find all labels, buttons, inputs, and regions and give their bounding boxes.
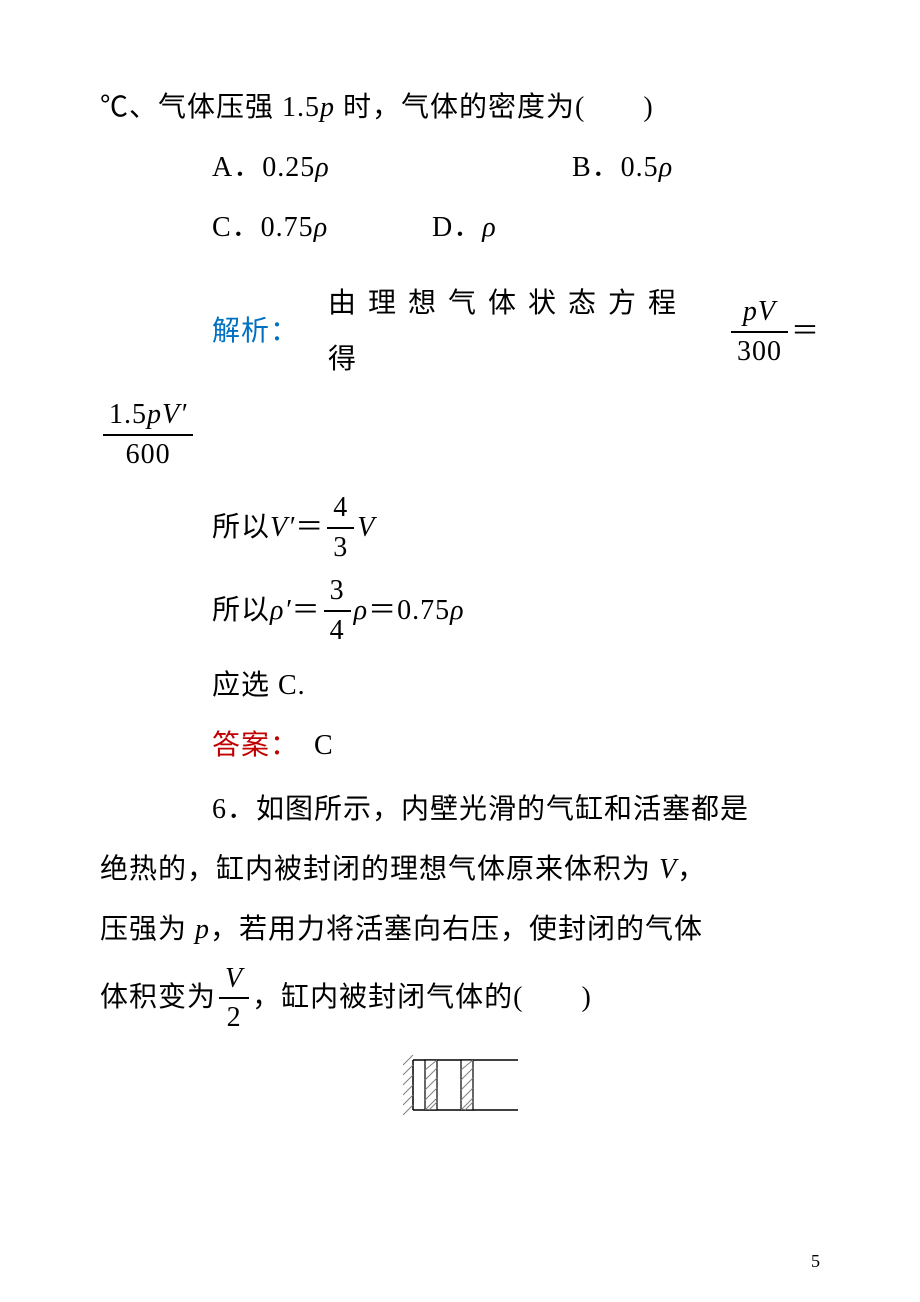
frac2-pre: 1.5 [109,399,147,430]
q5-option-a-sym: ρ [315,152,329,183]
q5-stem-pre: ℃、气体压强 1.5 [100,92,320,123]
frac1-p: p [743,296,758,327]
q5-option-b-sym: ρ [659,152,673,183]
frac-4-3: 4 3 [327,491,354,564]
so2-rho: ρ′ [270,583,292,639]
q5-option-c-sym: ρ [314,212,328,243]
q5-option-b: B．0.5ρ [572,140,673,196]
so2-mid: ＝ [292,583,321,639]
so1-den: 3 [327,529,354,565]
document-content: ℃、气体压强 1.5p 时，气体的密度为( ) A．0.25ρ B．0.5ρ C… [100,80,820,1135]
q6-line2: 绝热的，缸内被封闭的理想气体原来体积为 V， [100,842,820,898]
so2-post: ＝0.75 [368,583,450,639]
frac-pv-300: pV 300 [731,295,788,368]
so1-v2: V [357,500,375,556]
so1-num: 4 [327,491,354,529]
answer-label: 答案： [212,730,285,761]
q6-frac-num: V [225,963,243,994]
analysis-text: 由理想气体状态方程得 [328,276,728,388]
q5-analysis-line: 解析： 由理想气体状态方程得 pV 300 ＝ [100,276,820,388]
q6-line3-pre: 压强为 [100,914,195,945]
q5-answer-line: 答案： C [100,718,820,774]
q5-options-row1: A．0.25ρ B．0.5ρ [100,140,820,196]
so1-pre: 所以 [212,500,270,556]
q5-frac2-line: 1.5pV′ 600 [100,398,820,471]
q6-figure [100,1055,820,1135]
frac-v-2: V 2 [219,962,249,1035]
q5-option-c: C．0.75ρ [212,200,432,256]
so2-pre: 所以 [212,583,270,639]
q6-line2-pre: 绝热的，缸内被封闭的理想气体原来体积为 [100,854,659,885]
page-number: 5 [811,1251,820,1272]
cylinder-diagram-icon [403,1055,518,1115]
analysis-label: 解析： [212,304,299,360]
q5-stem-p: p [320,92,335,123]
q6-line4: 体积变为 V 2 ，缸内被封闭气体的( ) [100,962,820,1035]
frac1-v: V [758,296,776,327]
q5-option-b-label: B．0.5 [572,152,659,183]
q5-option-d-label: D． [432,212,482,243]
q6-line3-p: p [195,914,210,945]
q6-line4-pre: 体积变为 [100,970,216,1026]
eq-sign: ＝ [791,304,820,360]
q5-option-d: D．ρ [432,200,497,256]
q6-line4-post: ，缸内被封闭气体的( ) [252,970,592,1026]
frac2-v: V′ [162,399,187,430]
so1-mid: ＝ [295,500,324,556]
frac-3-4: 3 4 [324,574,351,647]
q6-line2-post: ， [677,854,706,885]
q6-line3-mid: ，若用力将活塞向右压，使封闭的气体 [210,914,703,945]
frac2-p: p [147,399,162,430]
q5-option-c-label: C．0.75 [212,212,314,243]
q5-option-a: A．0.25ρ [212,140,572,196]
so2-rho2: ρ [354,583,368,639]
frac-15pv-600: 1.5pV′ 600 [103,398,193,471]
answer-value: C [285,730,334,761]
so2-rho3: ρ [450,583,464,639]
q5-stem-line: ℃、气体压强 1.5p 时，气体的密度为( ) [100,80,820,136]
so2-den: 4 [324,612,351,648]
frac1-den: 300 [731,333,788,369]
q5-option-d-sym: ρ [482,212,496,243]
so1-v: V′ [270,500,295,556]
so2-num: 3 [324,574,351,612]
q6-line1-text: 如图所示，内壁光滑的气缸和活塞都是 [256,794,749,825]
q6-line3: 压强为 p，若用力将活塞向右压，使封闭的气体 [100,902,820,958]
q5-should-select: 应选 C. [100,658,820,714]
q6-num: 6． [212,794,256,825]
frac2-den: 600 [103,436,193,472]
q5-options-row2: C．0.75ρ D．ρ [100,200,820,256]
q6-line1: 6．如图所示，内壁光滑的气缸和活塞都是 [100,782,820,838]
q5-so1-line: 所以 V′ ＝ 4 3 V [100,491,820,564]
q6-line2-v: V [659,854,677,885]
q5-so2-line: 所以 ρ′ ＝ 3 4 ρ ＝0.75 ρ [100,574,820,647]
q5-option-a-label: A．0.25 [212,152,315,183]
q6-frac-den: 2 [219,999,249,1035]
q5-stem-post: 时，气体的密度为( ) [335,92,654,123]
